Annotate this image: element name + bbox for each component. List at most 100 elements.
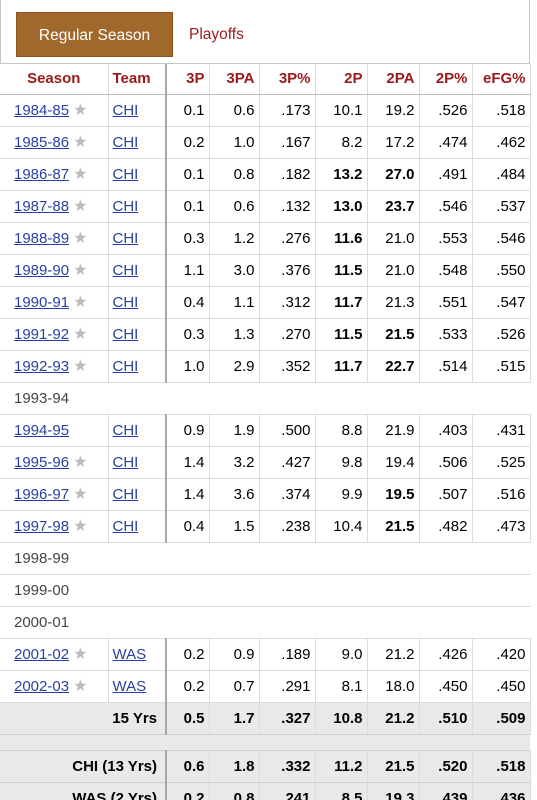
season-link[interactable]: 1995-96 <box>14 454 70 471</box>
empty-cell <box>166 542 209 575</box>
season-link[interactable]: 1997-98 <box>14 518 70 535</box>
team-link[interactable]: CHI <box>112 485 139 503</box>
table-row: 2002-03 ★ WAS 0.2 0.7.291 8.1 18.0.450.450 <box>0 670 531 703</box>
column-header-2p[interactable]: 2P <box>315 64 368 95</box>
total-cell-3pa: 0.8 <box>209 782 260 800</box>
empty-cell <box>419 606 472 639</box>
team-cell: CHI <box>108 318 167 351</box>
empty-cell <box>166 574 209 607</box>
team-link[interactable]: CHI <box>112 197 139 215</box>
season-link[interactable]: 1988-89 <box>14 230 70 247</box>
stat-cell-2p-pct: .526 <box>419 94 473 127</box>
stat-cell-3p: 0.4 <box>166 510 210 543</box>
season-link[interactable]: 1991-92 <box>14 326 70 343</box>
stat-cell-3p: 0.2 <box>166 638 210 671</box>
stat-cell-3p-pct: .376 <box>259 254 316 287</box>
season-link[interactable]: 1985-86 <box>14 134 70 151</box>
team-link[interactable]: CHI <box>112 101 139 119</box>
stat-cell-3pa: 3.0 <box>209 254 260 287</box>
empty-cell <box>209 606 259 639</box>
team-link[interactable]: CHI <box>112 325 139 343</box>
team-link[interactable]: CHI <box>112 357 139 375</box>
column-header-season[interactable]: Season <box>0 64 109 95</box>
stat-cell-2p: 8.2 <box>315 126 368 159</box>
empty-cell <box>209 542 259 575</box>
season-label: 1999-00 <box>0 574 108 607</box>
column-header-3pa[interactable]: 3PA <box>209 64 260 95</box>
season-link[interactable]: 2001-02 <box>14 646 70 663</box>
star-icon: ★ <box>73 454 88 471</box>
team-link[interactable]: CHI <box>112 229 139 247</box>
season-link[interactable]: 1984-85 <box>14 102 70 119</box>
stat-cell-2pa: 21.2 <box>367 638 420 671</box>
season-cell: 1986-87 ★ <box>0 158 109 191</box>
star-icon: ★ <box>73 294 88 311</box>
season-link[interactable]: 1987-88 <box>14 198 70 215</box>
season-cell: 1988-89 ★ <box>0 222 109 255</box>
column-header-3p[interactable]: 3P <box>166 64 210 95</box>
stat-cell-2pa: 19.4 <box>367 446 420 479</box>
column-header-2pa[interactable]: 2PA <box>367 64 420 95</box>
stat-cell-3p: 0.3 <box>166 222 210 255</box>
total-cell-3p-pct: .332 <box>259 750 316 783</box>
total-cell-3pa: 1.7 <box>209 702 260 735</box>
stat-cell-2p-pct: .546 <box>419 190 473 223</box>
stat-cell-2p: 13.2 <box>315 158 368 191</box>
team-link[interactable]: CHI <box>112 421 139 439</box>
team-cell: CHI <box>108 254 167 287</box>
star-icon: ★ <box>73 262 88 279</box>
stat-cell-2p-pct: .403 <box>419 414 473 447</box>
tab-regular-season[interactable]: Regular Season <box>16 12 173 57</box>
empty-cell <box>209 382 259 415</box>
season-link[interactable]: 1996-97 <box>14 486 70 503</box>
season-text: 1998-99 <box>14 549 70 567</box>
team-link[interactable]: CHI <box>112 453 139 471</box>
season-link[interactable]: 2002-03 <box>14 678 70 695</box>
season-link[interactable]: 1994-95 <box>14 421 70 439</box>
star-icon: ★ <box>73 486 88 503</box>
season-link[interactable]: 1990-91 <box>14 294 70 311</box>
team-link[interactable]: CHI <box>112 293 139 311</box>
team-cell: CHI <box>108 510 167 543</box>
stat-cell-2p: 11.7 <box>315 350 368 383</box>
team-link[interactable]: CHI <box>112 517 139 535</box>
tab-playoffs[interactable]: Playoffs <box>189 26 244 43</box>
table-row: 1984-85 ★ CHI 0.1 0.6.173 10.1 19.2.526.518 <box>0 94 531 127</box>
column-header-2p-pct[interactable]: 2P% <box>419 64 473 95</box>
totals-row: CHI (13 Yrs) 0.6 1.8.332 11.2 21.5.520.518 <box>0 750 531 783</box>
empty-cell <box>472 574 530 607</box>
empty-cell <box>419 574 472 607</box>
team-link[interactable]: WAS <box>112 645 147 663</box>
star-icon: ★ <box>73 326 88 343</box>
stat-cell-efg-pct: .547 <box>472 286 531 319</box>
stat-cell-3pa: 1.9 <box>209 414 260 447</box>
empty-cell <box>108 542 166 575</box>
stat-cell-2p: 10.1 <box>315 94 368 127</box>
stat-cell-3p: 1.4 <box>166 478 210 511</box>
season-link[interactable]: 1986-87 <box>14 166 70 183</box>
season-cell: 1984-85 ★ <box>0 94 109 127</box>
total-cell-2pa: 21.5 <box>367 750 420 783</box>
stat-cell-3pa: 1.2 <box>209 222 260 255</box>
stat-cell-2pa: 21.5 <box>367 510 420 543</box>
column-header-efg-pct[interactable]: eFG% <box>472 64 531 95</box>
column-header-team[interactable]: Team <box>108 64 167 95</box>
stat-cell-2p: 11.7 <box>315 286 368 319</box>
total-cell-3pa: 1.8 <box>209 750 260 783</box>
stat-cell-2p: 11.5 <box>315 318 368 351</box>
star-icon: ★ <box>73 102 88 119</box>
empty-cell <box>259 574 315 607</box>
season-link[interactable]: 1989-90 <box>14 262 70 279</box>
totals-label: CHI (13 Yrs) <box>0 750 167 783</box>
totals-row: WAS (2 Yrs) 0.2 0.8.241 8.5 19.3.439.436 <box>0 782 531 800</box>
team-link[interactable]: WAS <box>112 677 147 695</box>
empty-cell <box>419 542 472 575</box>
stat-cell-2pa: 19.2 <box>367 94 420 127</box>
season-link[interactable]: 1992-93 <box>14 358 70 375</box>
empty-cell <box>315 542 367 575</box>
team-link[interactable]: CHI <box>112 165 139 183</box>
team-link[interactable]: CHI <box>112 133 139 151</box>
team-link[interactable]: CHI <box>112 261 139 279</box>
stat-cell-efg-pct: .518 <box>472 94 531 127</box>
column-header-3p-pct[interactable]: 3P% <box>259 64 316 95</box>
